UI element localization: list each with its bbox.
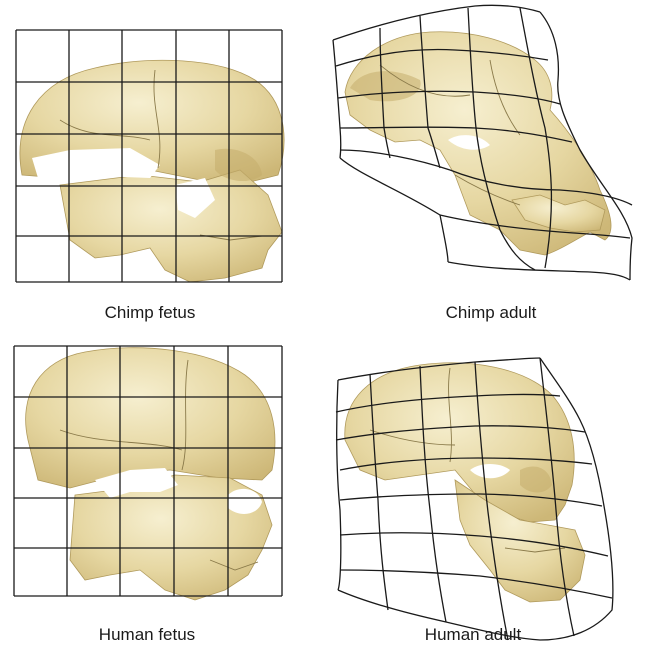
chimp-adult-grid bbox=[332, 4, 633, 281]
human-fetus-caption: Human fetus bbox=[99, 625, 195, 644]
human-adult-skull bbox=[344, 362, 586, 603]
chimp-fetus-panel: Chimp fetus bbox=[15, 29, 285, 322]
human-fetus-grid bbox=[13, 345, 283, 597]
human-adult-grid bbox=[335, 357, 614, 641]
chimp-fetus-skull bbox=[19, 59, 285, 283]
chimp-fetus-caption: Chimp fetus bbox=[105, 303, 196, 322]
chimp-adult-panel: Chimp adult bbox=[332, 4, 633, 322]
chimp-fetus-grid bbox=[15, 29, 283, 283]
chimp-adult-caption: Chimp adult bbox=[446, 303, 537, 322]
human-fetus-panel: Human fetus bbox=[13, 345, 283, 644]
human-adult-caption: Human adult bbox=[425, 625, 522, 644]
human-fetus-skull bbox=[25, 347, 276, 601]
human-adult-panel: Human adult bbox=[335, 357, 614, 644]
